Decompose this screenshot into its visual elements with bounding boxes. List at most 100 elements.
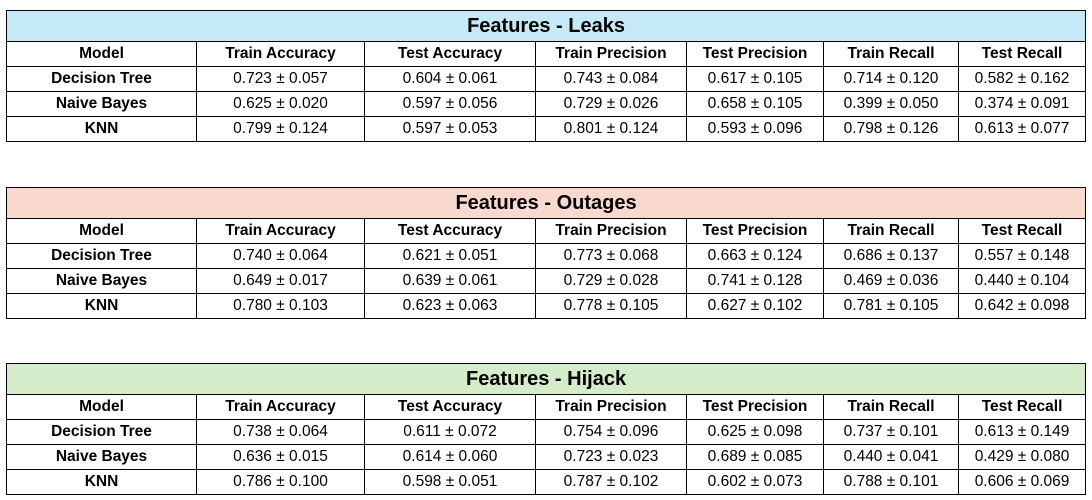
- table-title-row: Features - Outages: [5, 187, 1087, 219]
- column-header: Test Recall: [957, 218, 1087, 244]
- metric-cell: 0.649 ± 0.017: [196, 268, 365, 294]
- table-title: Features - Hijack: [5, 363, 1087, 395]
- model-name-cell: Naive Bayes: [6, 268, 197, 294]
- column-header: Test Accuracy: [364, 394, 536, 420]
- metric-cell: 0.611 ± 0.072: [364, 419, 536, 445]
- metric-cell: 0.754 ± 0.096: [535, 419, 687, 445]
- metric-cell: 0.606 ± 0.069: [957, 469, 1087, 495]
- metric-cell: 0.743 ± 0.084: [535, 66, 687, 92]
- metric-cell: 0.658 ± 0.105: [686, 91, 824, 117]
- metric-cell: 0.440 ± 0.104: [957, 268, 1087, 294]
- metric-cell: 0.604 ± 0.061: [364, 66, 536, 92]
- model-name-cell: KNN: [6, 116, 197, 142]
- metric-cell: 0.686 ± 0.137: [823, 243, 959, 269]
- leaks-results-table-block: Features - Leaks Model Train Accuracy Te…: [5, 10, 1087, 142]
- column-header: Train Recall: [823, 218, 959, 244]
- metric-cell: 0.780 ± 0.103: [196, 293, 365, 319]
- metric-cell: 0.729 ± 0.026: [535, 91, 687, 117]
- metric-cell: 0.663 ± 0.124: [686, 243, 824, 269]
- metric-cell: 0.613 ± 0.149: [957, 419, 1087, 445]
- metric-cell: 0.642 ± 0.098: [957, 293, 1087, 319]
- column-header-row: Model Train Accuracy Test Accuracy Train…: [6, 41, 1087, 67]
- hijack-results-table-block: Features - Hijack Model Train Accuracy T…: [5, 363, 1087, 495]
- metric-cell: 0.614 ± 0.060: [364, 444, 536, 470]
- table-title-row: Features - Leaks: [5, 10, 1087, 42]
- hijack-results-table: Features - Hijack Model Train Accuracy T…: [5, 363, 1087, 495]
- table-row: Naive Bayes 0.636 ± 0.015 0.614 ± 0.060 …: [6, 444, 1087, 470]
- column-header: Test Precision: [686, 218, 824, 244]
- column-header: Model: [6, 218, 197, 244]
- metric-cell: 0.557 ± 0.148: [957, 243, 1087, 269]
- metric-cell: 0.740 ± 0.064: [196, 243, 365, 269]
- outages-results-table: Features - Outages Model Train Accuracy …: [5, 187, 1087, 319]
- column-header: Train Precision: [535, 41, 687, 67]
- metric-cell: 0.602 ± 0.073: [686, 469, 824, 495]
- table-row: KNN 0.799 ± 0.124 0.597 ± 0.053 0.801 ± …: [6, 116, 1087, 142]
- metric-cell: 0.798 ± 0.126: [823, 116, 959, 142]
- metric-cell: 0.723 ± 0.023: [535, 444, 687, 470]
- metric-cell: 0.440 ± 0.041: [823, 444, 959, 470]
- table-title: Features - Outages: [5, 187, 1087, 219]
- metric-cell: 0.786 ± 0.100: [196, 469, 365, 495]
- metric-cell: 0.623 ± 0.063: [364, 293, 536, 319]
- metric-cell: 0.469 ± 0.036: [823, 268, 959, 294]
- column-header: Train Precision: [535, 218, 687, 244]
- column-header: Test Precision: [686, 41, 824, 67]
- metric-cell: 0.799 ± 0.124: [196, 116, 365, 142]
- metric-cell: 0.773 ± 0.068: [535, 243, 687, 269]
- column-header-row: Model Train Accuracy Test Accuracy Train…: [6, 218, 1087, 244]
- metric-cell: 0.613 ± 0.077: [957, 116, 1087, 142]
- table-row: Decision Tree 0.723 ± 0.057 0.604 ± 0.06…: [6, 66, 1087, 92]
- metric-cell: 0.738 ± 0.064: [196, 419, 365, 445]
- metric-cell: 0.788 ± 0.101: [823, 469, 959, 495]
- column-header: Test Accuracy: [364, 218, 536, 244]
- metric-cell: 0.639 ± 0.061: [364, 268, 536, 294]
- model-name-cell: KNN: [6, 293, 197, 319]
- metric-cell: 0.778 ± 0.105: [535, 293, 687, 319]
- column-header: Train Recall: [823, 41, 959, 67]
- table-row: KNN 0.780 ± 0.103 0.623 ± 0.063 0.778 ± …: [6, 293, 1087, 319]
- model-name-cell: Decision Tree: [6, 419, 197, 445]
- column-header: Train Recall: [823, 394, 959, 420]
- column-header: Train Accuracy: [196, 394, 365, 420]
- metric-cell: 0.737 ± 0.101: [823, 419, 959, 445]
- column-header: Test Recall: [957, 394, 1087, 420]
- metric-cell: 0.374 ± 0.091: [957, 91, 1087, 117]
- column-header: Test Accuracy: [364, 41, 536, 67]
- metric-cell: 0.625 ± 0.020: [196, 91, 365, 117]
- model-name-cell: Naive Bayes: [6, 91, 197, 117]
- metric-cell: 0.781 ± 0.105: [823, 293, 959, 319]
- metric-cell: 0.689 ± 0.085: [686, 444, 824, 470]
- metric-cell: 0.636 ± 0.015: [196, 444, 365, 470]
- metric-cell: 0.714 ± 0.120: [823, 66, 959, 92]
- column-header: Model: [6, 41, 197, 67]
- metric-cell: 0.597 ± 0.056: [364, 91, 536, 117]
- metric-cell: 0.617 ± 0.105: [686, 66, 824, 92]
- column-header-row: Model Train Accuracy Test Accuracy Train…: [6, 394, 1087, 420]
- table-title: Features - Leaks: [5, 10, 1087, 42]
- table-row: Naive Bayes 0.625 ± 0.020 0.597 ± 0.056 …: [6, 91, 1087, 117]
- column-header: Test Recall: [957, 41, 1087, 67]
- metric-cell: 0.621 ± 0.051: [364, 243, 536, 269]
- metric-cell: 0.429 ± 0.080: [957, 444, 1087, 470]
- model-name-cell: KNN: [6, 469, 197, 495]
- column-header: Train Accuracy: [196, 218, 365, 244]
- column-header: Test Precision: [686, 394, 824, 420]
- metric-cell: 0.593 ± 0.096: [686, 116, 824, 142]
- leaks-results-table: Features - Leaks Model Train Accuracy Te…: [5, 10, 1087, 142]
- column-header: Train Accuracy: [196, 41, 365, 67]
- metric-cell: 0.598 ± 0.051: [364, 469, 536, 495]
- table-title-row: Features - Hijack: [5, 363, 1087, 395]
- metric-cell: 0.625 ± 0.098: [686, 419, 824, 445]
- table-row: Decision Tree 0.740 ± 0.064 0.621 ± 0.05…: [6, 243, 1087, 269]
- outages-results-table-block: Features - Outages Model Train Accuracy …: [5, 187, 1087, 319]
- metric-cell: 0.399 ± 0.050: [823, 91, 959, 117]
- metric-cell: 0.597 ± 0.053: [364, 116, 536, 142]
- table-row: KNN 0.786 ± 0.100 0.598 ± 0.051 0.787 ± …: [6, 469, 1087, 495]
- metric-cell: 0.582 ± 0.162: [957, 66, 1087, 92]
- model-name-cell: Decision Tree: [6, 66, 197, 92]
- table-row: Decision Tree 0.738 ± 0.064 0.611 ± 0.07…: [6, 419, 1087, 445]
- metric-cell: 0.627 ± 0.102: [686, 293, 824, 319]
- metric-cell: 0.801 ± 0.124: [535, 116, 687, 142]
- metric-cell: 0.723 ± 0.057: [196, 66, 365, 92]
